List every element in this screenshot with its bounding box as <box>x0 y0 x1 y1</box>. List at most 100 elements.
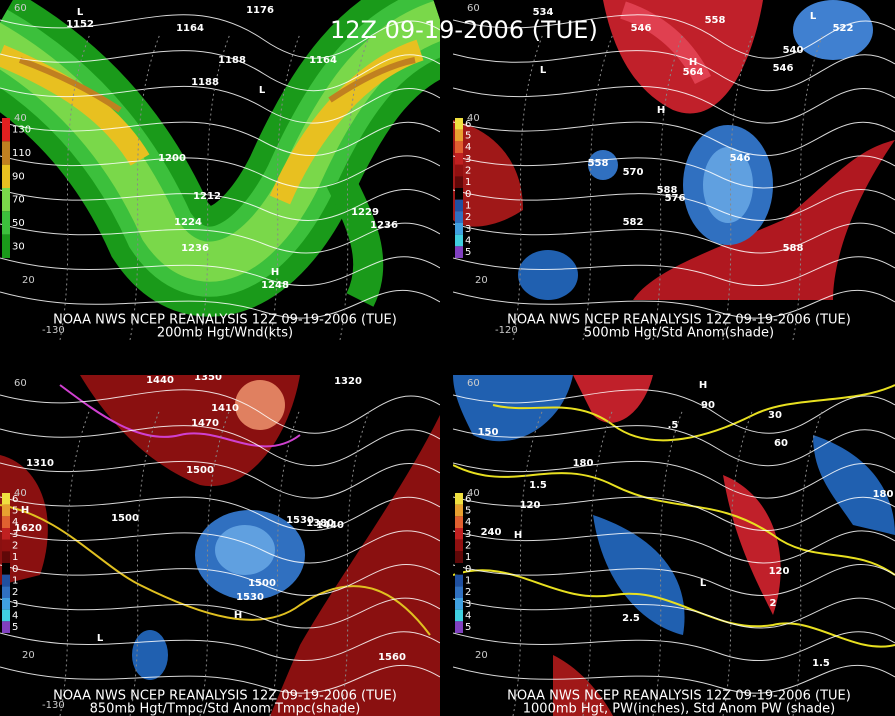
legend-swatch <box>2 141 10 165</box>
legend-label: 5 <box>465 622 471 633</box>
legend-label: 2 <box>465 212 471 223</box>
contour-label: 576 <box>665 193 686 204</box>
contour-line <box>0 155 440 189</box>
legend-label: 2 <box>465 587 471 598</box>
legend-label: 1 <box>465 177 471 188</box>
legend-label: 30 <box>12 241 25 252</box>
legend-swatch <box>455 586 463 598</box>
contour-line <box>453 155 895 189</box>
contour-line <box>453 631 895 662</box>
legend-swatch <box>2 118 10 142</box>
contour-line <box>0 530 440 564</box>
contour-label: 534 <box>533 7 554 18</box>
contour-label: 1200 <box>158 153 186 164</box>
contour-line <box>453 564 895 596</box>
legend-swatch <box>455 141 463 153</box>
legend-swatch <box>2 574 10 587</box>
coastline <box>512 408 544 716</box>
axis-label: 60 <box>467 378 480 389</box>
contour-label: 1176 <box>246 5 274 16</box>
contour-line <box>0 389 440 434</box>
legend-swatch <box>455 234 463 247</box>
legend-label: 1 <box>465 576 471 587</box>
contour-line <box>0 564 440 596</box>
contour-line <box>453 425 895 467</box>
legend-swatch <box>2 164 10 188</box>
legend-swatch <box>455 621 463 633</box>
contour-label: 1560 <box>378 652 406 663</box>
legend-swatch <box>455 574 463 587</box>
legend-label: 3 <box>465 154 471 165</box>
legend-label: 5 <box>12 506 18 517</box>
contour-line <box>0 14 440 59</box>
legend-swatch <box>2 211 10 235</box>
axis-label: 20 <box>475 650 488 661</box>
coastline <box>722 408 754 716</box>
caption-field: 850mb Hgt/Tmpc/Std Anom Tmpc(shade) <box>90 702 361 716</box>
coastline <box>269 33 301 340</box>
contour-label: 1470 <box>191 418 219 429</box>
contour-label: 1.5 <box>529 480 547 491</box>
contour-label: 1164 <box>176 23 204 34</box>
legend-label: 4 <box>12 517 18 528</box>
contour-line <box>0 664 440 694</box>
legend-swatch <box>455 188 463 200</box>
legend-swatch <box>2 539 10 552</box>
legend-label: 0 <box>465 564 471 575</box>
contour-label: H <box>234 610 242 621</box>
legend-label: 2 <box>12 541 18 552</box>
legend-label: 4 <box>465 236 471 247</box>
legend-swatch <box>2 586 10 598</box>
axis-label: 20 <box>22 650 35 661</box>
axis-label: 60 <box>14 3 27 14</box>
contour-label: 1224 <box>174 217 202 228</box>
caption-source: NOAA NWS NCEP REANALYSIS 12Z 09-19-2006 … <box>507 689 851 704</box>
contour-label: H <box>271 267 279 278</box>
coastline <box>339 33 371 340</box>
contour-label: 570 <box>623 167 644 178</box>
contour-label: L <box>77 7 84 18</box>
contour-label: 1188 <box>218 55 246 66</box>
legend-label: 0 <box>12 564 18 575</box>
contour-line <box>0 256 440 287</box>
contour-label: 558 <box>705 15 726 26</box>
contour-label: 30 <box>768 410 782 421</box>
coastline <box>199 408 231 716</box>
coastline <box>652 33 684 340</box>
coastline <box>339 408 371 716</box>
legend-label: 1 <box>12 552 18 563</box>
legend-label: 110 <box>12 148 31 159</box>
contour-label: L <box>700 578 707 589</box>
legend-label: 130 <box>12 125 31 136</box>
coastline <box>59 33 91 340</box>
contour-label: 120 <box>769 566 790 577</box>
legend-label: 1 <box>465 552 471 563</box>
contour-label: 1410 <box>211 403 239 414</box>
contour-line <box>0 121 440 156</box>
legend-swatch <box>455 516 463 528</box>
contour-label: 60 <box>774 438 788 449</box>
legend-swatch <box>455 598 463 610</box>
legend-label: 3 <box>12 529 18 540</box>
main-title: 12Z 09-19-2006 (TUE) <box>330 16 598 44</box>
legend-swatch <box>2 609 10 622</box>
contour-label: 90 <box>701 400 715 411</box>
contour-line <box>453 389 895 434</box>
legend-swatch <box>455 176 463 188</box>
contour-label: 564 <box>683 67 704 78</box>
contour-line <box>453 597 895 629</box>
contour-label: 1440 <box>316 520 344 531</box>
legend-label: 6 <box>12 494 18 505</box>
legend-swatch <box>2 504 10 517</box>
coastline <box>199 33 231 340</box>
contour-line <box>0 425 440 467</box>
contour-line <box>0 50 440 92</box>
contour-label: 1152 <box>66 19 94 30</box>
contour-label: 1.5 <box>812 658 830 669</box>
contour-label: 1380 <box>306 518 334 529</box>
contour-label: 1164 <box>309 55 337 66</box>
contour-label: 546 <box>631 23 652 34</box>
map-panel: 130 110 90 70 50 30 1152 1176 1164 1188 1188 1200 12… <box>0 0 440 340</box>
contour-label: 1188 <box>191 77 219 88</box>
